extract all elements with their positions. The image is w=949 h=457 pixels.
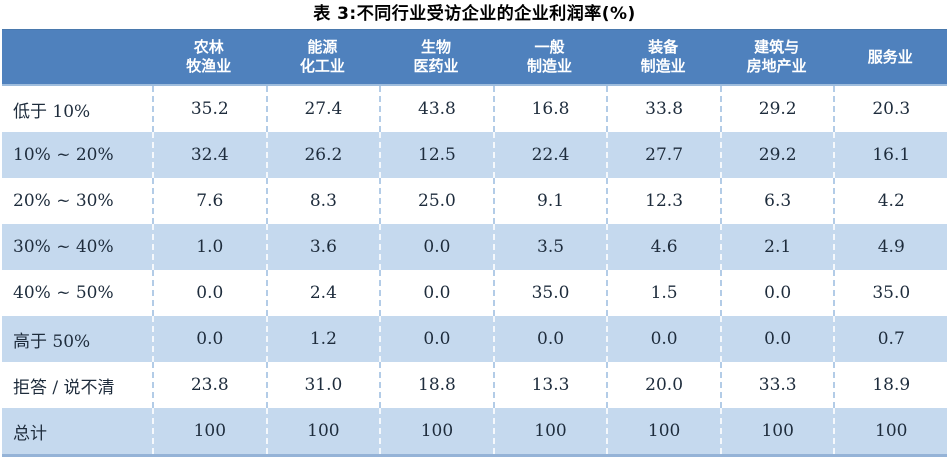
value-cell: 4.2 bbox=[833, 178, 947, 224]
header-cell-industry: 装备 制造业 bbox=[606, 30, 720, 84]
table-header-row: 农林 牧渔业 能源 化工业 生物 医药业 一般 制造业 装备 制造业 建筑与 房地产业 服务业 bbox=[2, 30, 947, 86]
value-cell: 33.3 bbox=[719, 362, 834, 408]
profit-rate-table: 农林 牧渔业 能源 化工业 生物 医药业 一般 制造业 装备 制造业 建筑与 房地产业 服务业 低于 1… bbox=[2, 29, 947, 457]
value-cell: 32.4 bbox=[152, 132, 266, 178]
value-cell: 3.6 bbox=[265, 224, 380, 270]
header-cell-industry: 建筑与 房地产业 bbox=[720, 30, 834, 84]
value-cell: 20.3 bbox=[833, 86, 947, 132]
value-cell: 6.3 bbox=[719, 178, 834, 224]
value-cell: 100 bbox=[833, 408, 947, 454]
row-label: 拒答 / 说不清 bbox=[13, 377, 115, 398]
header-cell-line: 制造业 bbox=[640, 57, 686, 75]
header-cell-line: 建筑与 bbox=[754, 38, 800, 56]
value-cell: 100 bbox=[719, 408, 834, 454]
header-cell-industry: 能源 化工业 bbox=[266, 30, 380, 84]
table-row: 20% ~ 30% 7.6 8.3 25.0 9.1 12.3 6.3 4.2 bbox=[2, 178, 947, 224]
row-label: 低于 10% bbox=[13, 101, 91, 122]
value-cell: 33.8 bbox=[606, 86, 720, 132]
header-cell-line: 农林 bbox=[193, 38, 224, 56]
row-label: 10% ~ 20% bbox=[13, 145, 114, 165]
value-cell: 1.0 bbox=[152, 224, 266, 270]
value-cell: 2.1 bbox=[719, 224, 834, 270]
header-cell-line: 装备 bbox=[648, 38, 679, 56]
header-cell-line: 服务业 bbox=[867, 47, 913, 66]
value-cell: 22.4 bbox=[492, 132, 607, 178]
value-cell: 16.8 bbox=[492, 86, 607, 132]
value-cell: 0.0 bbox=[152, 270, 266, 316]
value-cell: 0.0 bbox=[379, 270, 493, 316]
table-row: 高于 50% 0.0 1.2 0.0 0.0 0.0 0.0 0.7 bbox=[2, 316, 947, 362]
value-cell: 0.0 bbox=[379, 316, 493, 362]
header-cell-industry: 服务业 bbox=[833, 30, 947, 84]
header-cell-industry: 农林 牧渔业 bbox=[152, 30, 266, 84]
value-cell: 13.3 bbox=[492, 362, 607, 408]
header-cell-line: 房地产业 bbox=[746, 57, 807, 75]
value-cell: 26.2 bbox=[265, 132, 380, 178]
table-row: 40% ~ 50% 0.0 2.4 0.0 35.0 1.5 0.0 35.0 bbox=[2, 270, 947, 316]
value-cell: 4.9 bbox=[833, 224, 947, 270]
value-cell: 100 bbox=[265, 408, 380, 454]
value-cell: 35.0 bbox=[492, 270, 607, 316]
row-label: 高于 50% bbox=[13, 331, 91, 352]
value-cell: 0.0 bbox=[606, 316, 720, 362]
value-cell: 12.5 bbox=[379, 132, 493, 178]
value-cell: 35.0 bbox=[833, 270, 947, 316]
value-cell: 18.8 bbox=[379, 362, 493, 408]
header-cell-line: 牧渔业 bbox=[186, 57, 232, 75]
value-cell: 43.8 bbox=[379, 86, 493, 132]
value-cell: 12.3 bbox=[606, 178, 720, 224]
header-cell-line: 生物 bbox=[420, 38, 451, 56]
value-cell: 27.4 bbox=[265, 86, 380, 132]
value-cell: 0.0 bbox=[379, 224, 493, 270]
table-row: 低于 10% 35.2 27.4 43.8 16.8 33.8 29.2 20.3 bbox=[2, 86, 947, 132]
value-cell: 0.0 bbox=[492, 316, 607, 362]
value-cell: 100 bbox=[152, 408, 266, 454]
value-cell: 25.0 bbox=[379, 178, 493, 224]
header-cell-line: 化工业 bbox=[299, 57, 345, 75]
header-cell-line: 医药业 bbox=[413, 57, 459, 75]
value-cell: 9.1 bbox=[492, 178, 607, 224]
value-cell: 4.6 bbox=[606, 224, 720, 270]
value-cell: 18.9 bbox=[833, 362, 947, 408]
value-cell: 8.3 bbox=[265, 178, 380, 224]
row-label: 20% ~ 30% bbox=[13, 191, 114, 211]
value-cell: 0.0 bbox=[719, 316, 834, 362]
row-label: 总计 bbox=[13, 423, 47, 444]
row-label: 30% ~ 40% bbox=[13, 237, 114, 257]
value-cell: 0.0 bbox=[152, 316, 266, 362]
value-cell: 2.4 bbox=[265, 270, 380, 316]
value-cell: 7.6 bbox=[152, 178, 266, 224]
value-cell: 3.5 bbox=[492, 224, 607, 270]
page-title: 表 3:不同行业受访企业的企业利润率(%) bbox=[313, 4, 636, 24]
value-cell: 29.2 bbox=[719, 132, 834, 178]
table-body: 低于 10% 35.2 27.4 43.8 16.8 33.8 29.2 20.3 10% … bbox=[2, 86, 947, 454]
header-corner-cell bbox=[2, 30, 152, 84]
value-cell: 27.7 bbox=[606, 132, 720, 178]
value-cell: 35.2 bbox=[152, 86, 266, 132]
header-cell-industry: 一般 制造业 bbox=[493, 30, 607, 84]
row-label: 40% ~ 50% bbox=[13, 283, 114, 303]
value-cell: 20.0 bbox=[606, 362, 720, 408]
value-cell: 100 bbox=[492, 408, 607, 454]
value-cell: 29.2 bbox=[719, 86, 834, 132]
value-cell: 23.8 bbox=[152, 362, 266, 408]
value-cell: 0.0 bbox=[719, 270, 834, 316]
header-cell-industry: 生物 医药业 bbox=[379, 30, 493, 84]
table-row: 10% ~ 20% 32.4 26.2 12.5 22.4 27.7 29.2 16.1 bbox=[2, 132, 947, 178]
value-cell: 0.7 bbox=[833, 316, 947, 362]
value-cell: 100 bbox=[379, 408, 493, 454]
table-row: 30% ~ 40% 1.0 3.6 0.0 3.5 4.6 2.1 4.9 bbox=[2, 224, 947, 270]
value-cell: 16.1 bbox=[833, 132, 947, 178]
header-cell-line: 一般 bbox=[534, 38, 565, 56]
table-row: 拒答 / 说不清 23.8 31.0 18.8 13.3 20.0 33.3 18.9 bbox=[2, 362, 947, 408]
value-cell: 1.5 bbox=[606, 270, 720, 316]
value-cell: 100 bbox=[606, 408, 720, 454]
value-cell: 31.0 bbox=[265, 362, 380, 408]
table-row: 总计 100 100 100 100 100 100 100 bbox=[2, 408, 947, 454]
header-cell-line: 制造业 bbox=[527, 57, 573, 75]
value-cell: 1.2 bbox=[265, 316, 380, 362]
header-cell-line: 能源 bbox=[307, 38, 338, 56]
